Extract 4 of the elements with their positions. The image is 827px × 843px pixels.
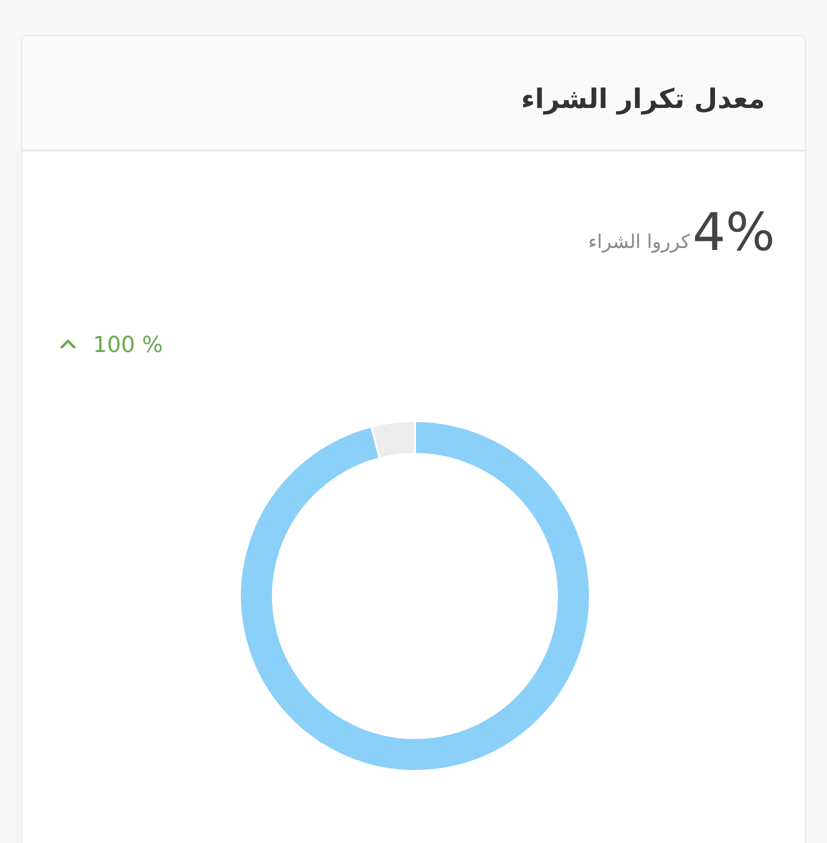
text: 4% [692,203,775,263]
text: معدل تكرار الشراء [521,84,765,115]
text: كرروا الشراء [588,231,691,253]
text: 100 % [93,333,163,358]
